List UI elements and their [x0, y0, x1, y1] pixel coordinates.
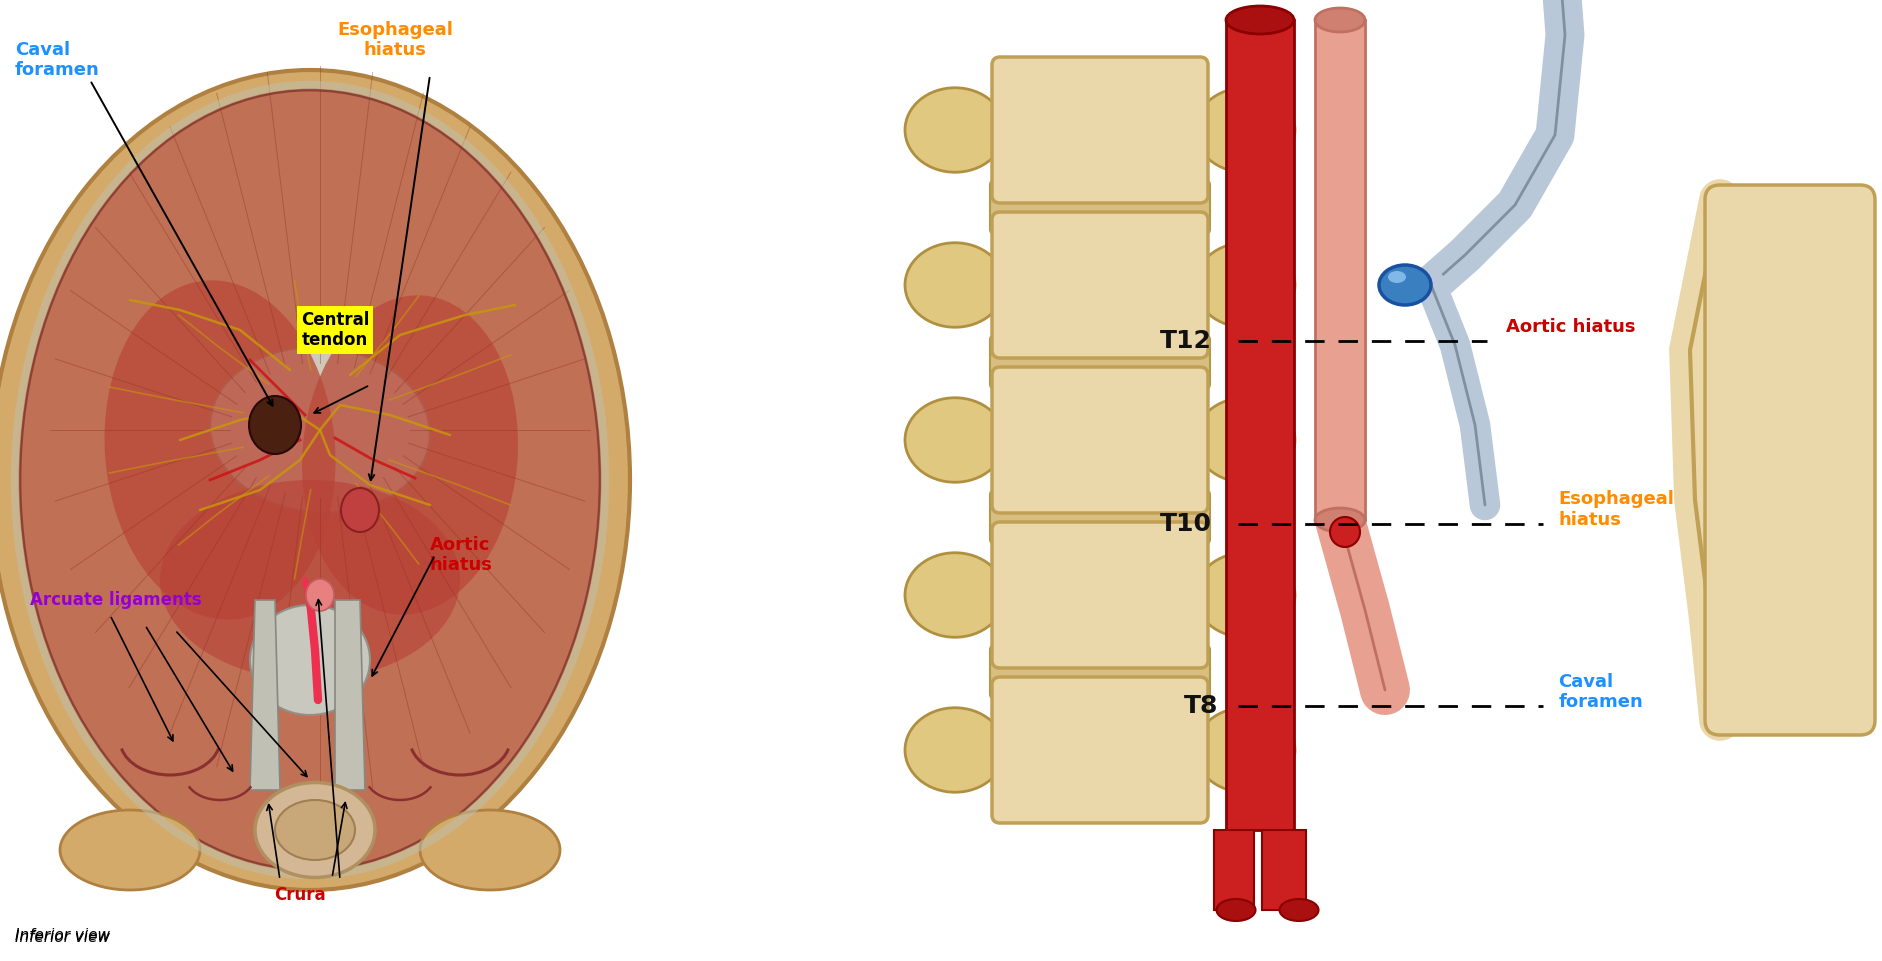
Ellipse shape [21, 90, 600, 870]
Ellipse shape [211, 347, 429, 513]
FancyBboxPatch shape [1705, 185, 1874, 735]
Ellipse shape [248, 396, 301, 454]
Text: Esophageal
hiatus: Esophageal hiatus [337, 20, 454, 60]
Ellipse shape [1280, 899, 1319, 921]
Ellipse shape [1216, 899, 1255, 921]
Ellipse shape [1316, 508, 1364, 532]
Ellipse shape [905, 398, 1005, 482]
Polygon shape [250, 600, 280, 790]
Bar [1263, 830, 1306, 910]
Ellipse shape [1316, 8, 1364, 32]
Ellipse shape [307, 579, 333, 611]
Ellipse shape [905, 707, 1005, 792]
Polygon shape [335, 600, 365, 790]
Ellipse shape [1195, 87, 1295, 172]
Ellipse shape [905, 243, 1005, 328]
FancyBboxPatch shape [992, 367, 1208, 513]
Ellipse shape [905, 87, 1005, 172]
Ellipse shape [301, 295, 518, 615]
FancyBboxPatch shape [990, 180, 1210, 234]
Ellipse shape [60, 810, 199, 890]
Ellipse shape [275, 800, 356, 860]
Text: Central
tendon: Central tendon [301, 310, 369, 350]
Text: Arcuate ligaments: Arcuate ligaments [30, 591, 201, 609]
Bar [1316, 20, 1364, 520]
Ellipse shape [1195, 553, 1295, 637]
Text: Crura: Crura [275, 886, 326, 904]
Text: Aortic hiatus: Aortic hiatus [1506, 318, 1635, 335]
Ellipse shape [341, 488, 378, 532]
Text: T12: T12 [1159, 330, 1212, 353]
Text: Aortic
hiatus: Aortic hiatus [429, 535, 493, 575]
Ellipse shape [160, 480, 459, 680]
Ellipse shape [420, 810, 561, 890]
Text: Inferior view: Inferior view [15, 930, 109, 946]
Text: Esophageal
hiatus: Esophageal hiatus [1558, 490, 1675, 529]
FancyBboxPatch shape [992, 57, 1208, 203]
FancyBboxPatch shape [992, 677, 1208, 823]
Text: Caval
foramen: Caval foramen [1558, 673, 1643, 711]
Ellipse shape [1389, 271, 1406, 283]
Text: T8: T8 [1184, 695, 1218, 718]
Text: T10: T10 [1159, 512, 1212, 535]
Ellipse shape [250, 605, 371, 715]
Ellipse shape [1195, 243, 1295, 328]
Bar [1214, 830, 1253, 910]
FancyBboxPatch shape [990, 335, 1210, 389]
Ellipse shape [1331, 517, 1361, 547]
Text: Caval
foramen: Caval foramen [15, 40, 100, 80]
Ellipse shape [1380, 265, 1430, 305]
Ellipse shape [1195, 398, 1295, 482]
Ellipse shape [105, 281, 335, 620]
Ellipse shape [1195, 707, 1295, 792]
FancyBboxPatch shape [992, 212, 1208, 358]
Ellipse shape [1225, 6, 1295, 34]
Ellipse shape [905, 553, 1005, 637]
Ellipse shape [0, 70, 630, 890]
Ellipse shape [254, 782, 375, 877]
FancyBboxPatch shape [990, 645, 1210, 699]
FancyBboxPatch shape [990, 490, 1210, 544]
Bar [1225, 20, 1295, 830]
Text: Inferior view: Inferior view [15, 928, 109, 943]
FancyBboxPatch shape [992, 522, 1208, 668]
